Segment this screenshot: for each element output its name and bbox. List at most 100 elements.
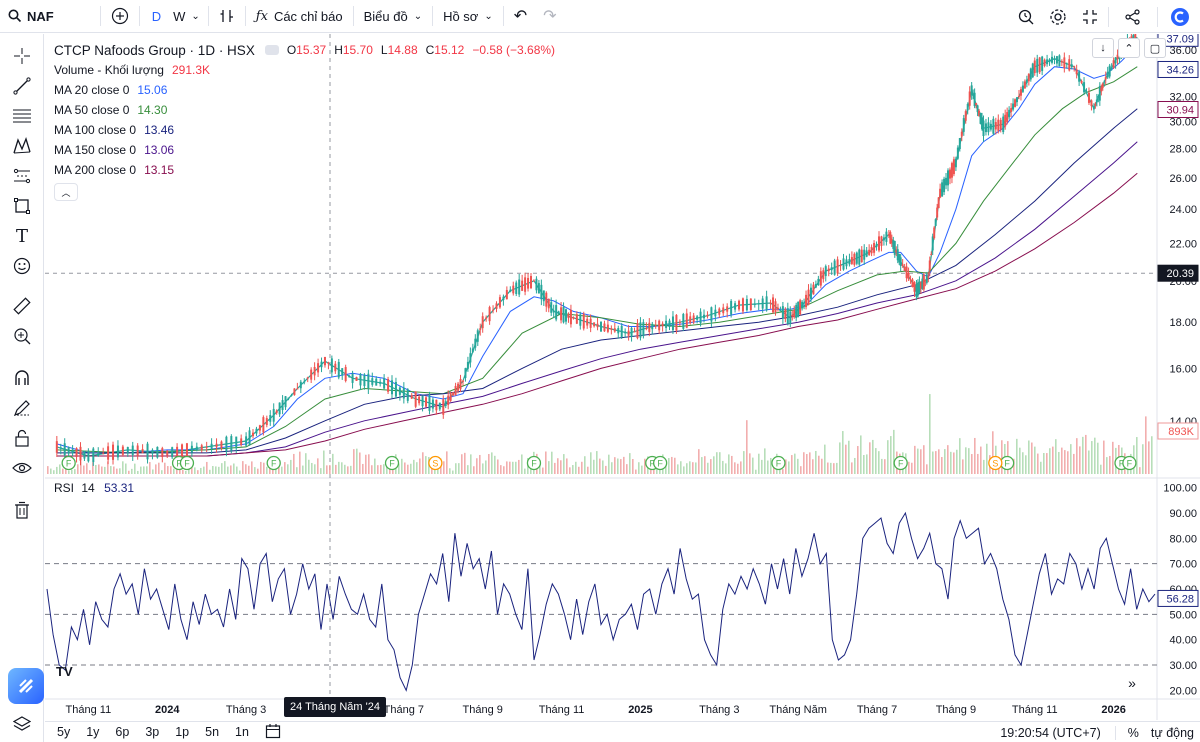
- pattern-tool[interactable]: [6, 132, 38, 160]
- volume-bar: [545, 451, 547, 474]
- series-line-ma-50: [56, 66, 1138, 454]
- redo-button[interactable]: ↷: [535, 0, 564, 33]
- volume-bar: [317, 458, 319, 474]
- candle-body: [1004, 114, 1007, 127]
- volume-bar: [410, 463, 412, 474]
- volume-bar: [254, 467, 256, 474]
- icon-tool[interactable]: [6, 252, 38, 280]
- calendar-icon: [265, 723, 281, 738]
- text-tool[interactable]: T: [6, 222, 38, 250]
- maximize-pane-button[interactable]: ▢: [1144, 38, 1166, 58]
- indicators-button[interactable]: ƒx Các chỉ báo: [248, 0, 351, 33]
- trend-line-tool[interactable]: [6, 72, 38, 100]
- candle-body: [327, 362, 330, 364]
- candle-body: [371, 378, 374, 385]
- volume-bar: [620, 459, 622, 474]
- candle-body: [984, 123, 987, 133]
- legend-ma-row[interactable]: MA 100 close 0 13.46: [54, 120, 555, 140]
- volume-bar: [1064, 450, 1066, 474]
- rsi-tick-label: 20.00: [1169, 685, 1197, 697]
- tradingview-logo[interactable]: TV: [56, 664, 73, 679]
- volume-bar: [398, 463, 400, 474]
- range-button[interactable]: 5y: [57, 725, 71, 739]
- legend-toggle-icon[interactable]: [264, 45, 279, 55]
- range-button[interactable]: 3p: [145, 725, 160, 739]
- undo-button[interactable]: ↶: [506, 0, 535, 33]
- magnet-tool[interactable]: [6, 364, 38, 392]
- zoom-tool[interactable]: [6, 322, 38, 350]
- volume-bar: [401, 458, 403, 474]
- fullscreen-button[interactable]: [1074, 1, 1106, 33]
- forecast-tool[interactable]: [6, 162, 38, 190]
- object-tree-button[interactable]: [6, 710, 38, 738]
- range-button[interactable]: 6p: [115, 725, 130, 739]
- share-button[interactable]: [1111, 1, 1155, 33]
- percent-toggle[interactable]: %: [1127, 725, 1139, 740]
- scroll-to-realtime-button[interactable]: »: [1120, 672, 1144, 694]
- legend-ma-row[interactable]: MA 150 close 0 13.06: [54, 140, 555, 160]
- clock-label[interactable]: 19:20:54 (UTC+7): [1000, 725, 1101, 740]
- volume-bar: [740, 461, 742, 474]
- symbol-search[interactable]: NAF: [0, 0, 62, 33]
- quick-search-button[interactable]: [1010, 1, 1042, 33]
- range-button[interactable]: 5n: [205, 725, 220, 739]
- range-button[interactable]: 1p: [175, 725, 190, 739]
- fib-tool[interactable]: [6, 102, 38, 130]
- measure-tool[interactable]: [6, 292, 38, 320]
- drawing-mode-tool[interactable]: [6, 394, 38, 422]
- candle-body: [853, 253, 856, 265]
- candle-body: [532, 280, 535, 282]
- volume-bar: [788, 461, 790, 474]
- legend-ma-row[interactable]: MA 50 close 0 14.30: [54, 100, 555, 120]
- rsi-tick-label: 70.00: [1169, 559, 1197, 571]
- profile-button[interactable]: Hồ sơ ⌄: [435, 0, 501, 33]
- assistant-button[interactable]: [8, 668, 44, 704]
- candle-body: [651, 323, 654, 330]
- lock-tool[interactable]: [6, 424, 38, 452]
- smiley-icon: [13, 257, 31, 275]
- legend-ma-row[interactable]: MA 20 close 0 15.06: [54, 80, 555, 100]
- candle-body: [240, 438, 243, 445]
- legend-collapse-button[interactable]: ︿: [54, 183, 78, 201]
- volume-bar: [287, 464, 289, 474]
- volume-bar: [119, 468, 121, 474]
- move-pane-down-button[interactable]: ↓: [1092, 38, 1114, 58]
- delete-tool[interactable]: [6, 496, 38, 524]
- bar-style-button[interactable]: [211, 0, 243, 33]
- range-button[interactable]: 1n: [235, 725, 249, 739]
- legend-volume-row[interactable]: Volume - Khối lượng 291.3K: [54, 60, 555, 80]
- candle-body: [678, 321, 681, 323]
- symbol-name: NAF: [27, 8, 54, 24]
- visibility-tool[interactable]: [6, 454, 38, 482]
- volume-bar: [344, 464, 346, 474]
- brand-logo-button[interactable]: [1160, 1, 1200, 33]
- range-button[interactable]: 1y: [86, 725, 100, 739]
- chart-type-button[interactable]: Biểu đồ ⌄: [356, 0, 430, 33]
- crosshair-tool[interactable]: [6, 42, 38, 70]
- candle-body: [71, 449, 74, 454]
- volume-bar: [554, 462, 556, 474]
- volume-bar: [956, 449, 958, 474]
- shape-tool[interactable]: [6, 192, 38, 220]
- candle-body: [936, 207, 939, 218]
- candle-body: [972, 93, 975, 96]
- interval-d-button[interactable]: D: [151, 8, 162, 24]
- close-value: 15.12: [434, 43, 465, 57]
- candle-body: [921, 278, 924, 289]
- volume-bar: [815, 450, 817, 474]
- date-range-button[interactable]: [257, 723, 289, 742]
- interval-w-button[interactable]: W ⌄: [167, 0, 206, 33]
- collapse-pane-button[interactable]: ⌃: [1118, 38, 1140, 58]
- volume-bar: [218, 466, 220, 474]
- volume-bar: [89, 470, 91, 474]
- candle-body: [1094, 103, 1097, 106]
- chart-canvas[interactable]: 14.0016.0018.0020.0022.0024.0026.0028.00…: [45, 34, 1200, 721]
- legend-ma-row[interactable]: MA 200 close 0 13.15: [54, 160, 555, 180]
- compare-button[interactable]: [103, 0, 137, 33]
- candle-body: [284, 396, 287, 408]
- volume-bar: [155, 464, 157, 474]
- auto-scale-toggle[interactable]: tự động: [1150, 725, 1194, 740]
- candle-body: [817, 278, 820, 286]
- settings-button[interactable]: [1042, 1, 1074, 33]
- candle-body: [952, 159, 955, 175]
